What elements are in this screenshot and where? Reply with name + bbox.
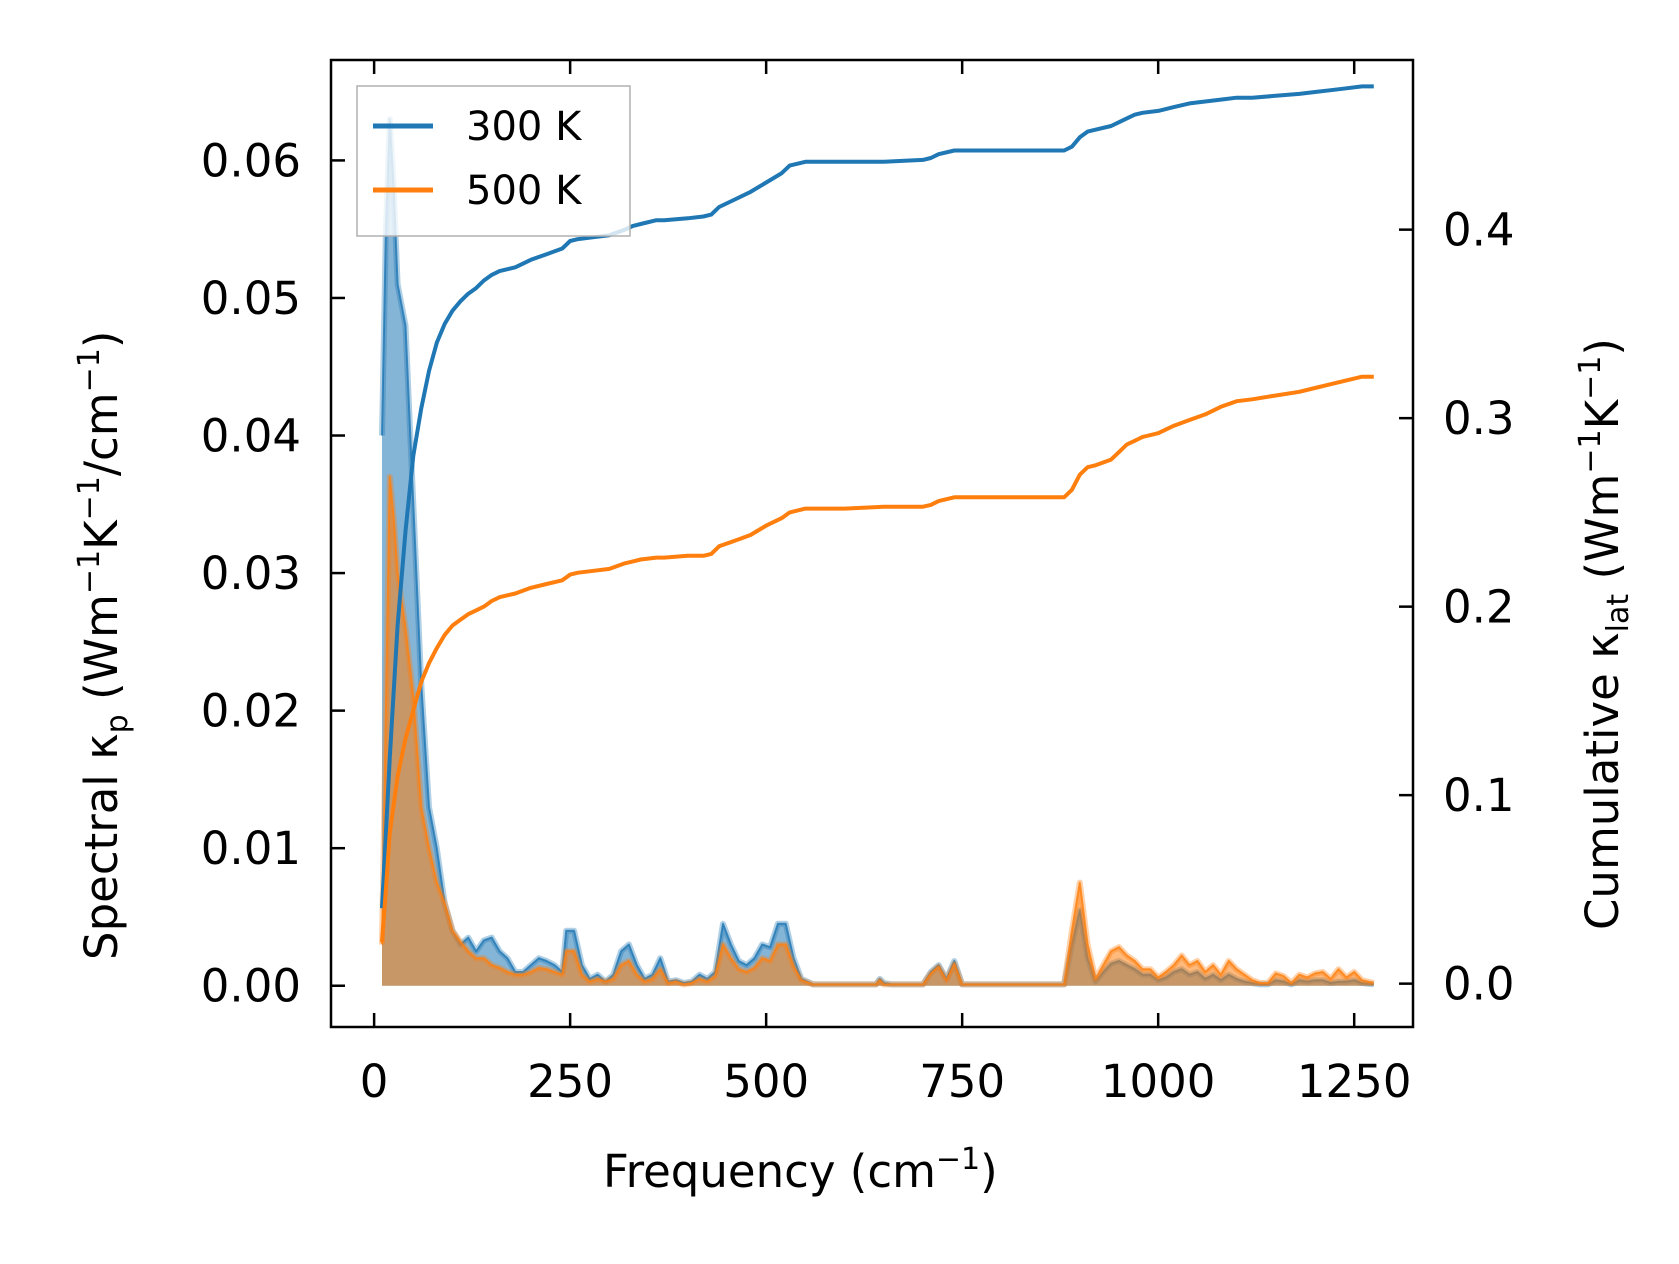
legend-label-300k: 300 K (466, 104, 583, 150)
plot-area (379, 84, 1375, 988)
y-right-axis-ticks: 0.0 0.1 0.2 0.3 0.4 (1399, 204, 1515, 1011)
x-axis-title: Frequency (cm−1) (603, 1142, 998, 1198)
y-right-tick-label: 0.4 (1443, 204, 1515, 257)
spectral-layer (379, 116, 1375, 988)
y-right-tick-label: 0.0 (1443, 958, 1515, 1011)
x-tick-label: 500 (723, 1055, 809, 1108)
y-left-axis-title: Spectral κp (Wm−1K−1/cm−1) (72, 331, 135, 960)
x-axis-ticks: 0 250 500 750 1000 1250 (360, 60, 1412, 1108)
y-right-tick-label: 0.3 (1443, 392, 1515, 445)
legend: 300 K 500 K (356, 85, 631, 237)
x-tick-label: 1000 (1101, 1055, 1216, 1108)
legend-label-500k: 500 K (466, 168, 583, 214)
y-left-tick-label: 0.06 (201, 134, 301, 187)
y-left-tick-label: 0.00 (201, 960, 301, 1013)
y-left-tick-label: 0.02 (201, 685, 301, 738)
y-left-tick-label: 0.01 (201, 822, 301, 875)
cumulative-line-500k (380, 374, 1374, 943)
x-tick-label: 750 (919, 1055, 1005, 1108)
cumulative-layer (380, 84, 1374, 943)
y-left-tick-label: 0.05 (201, 272, 301, 325)
y-left-tick-label: 0.03 (201, 547, 301, 600)
plot-frame (329, 58, 1415, 1029)
x-tick-label: 250 (527, 1055, 613, 1108)
y-right-tick-label: 0.2 (1443, 581, 1515, 634)
y-left-axis-ticks: 0.00 0.01 0.02 0.03 0.04 0.05 0.06 (201, 134, 345, 1013)
cumulative-line-300k (380, 84, 1374, 909)
x-tick-label: 1250 (1297, 1055, 1412, 1108)
x-tick-label: 0 (360, 1055, 389, 1108)
y-right-axis-title: Cumulative κlat (Wm−1K−1) (1573, 338, 1636, 930)
y-left-tick-label: 0.04 (201, 410, 301, 463)
legend-box (356, 85, 631, 237)
spectral-line-500k (381, 475, 1375, 986)
y-right-tick-label: 0.1 (1443, 769, 1515, 822)
